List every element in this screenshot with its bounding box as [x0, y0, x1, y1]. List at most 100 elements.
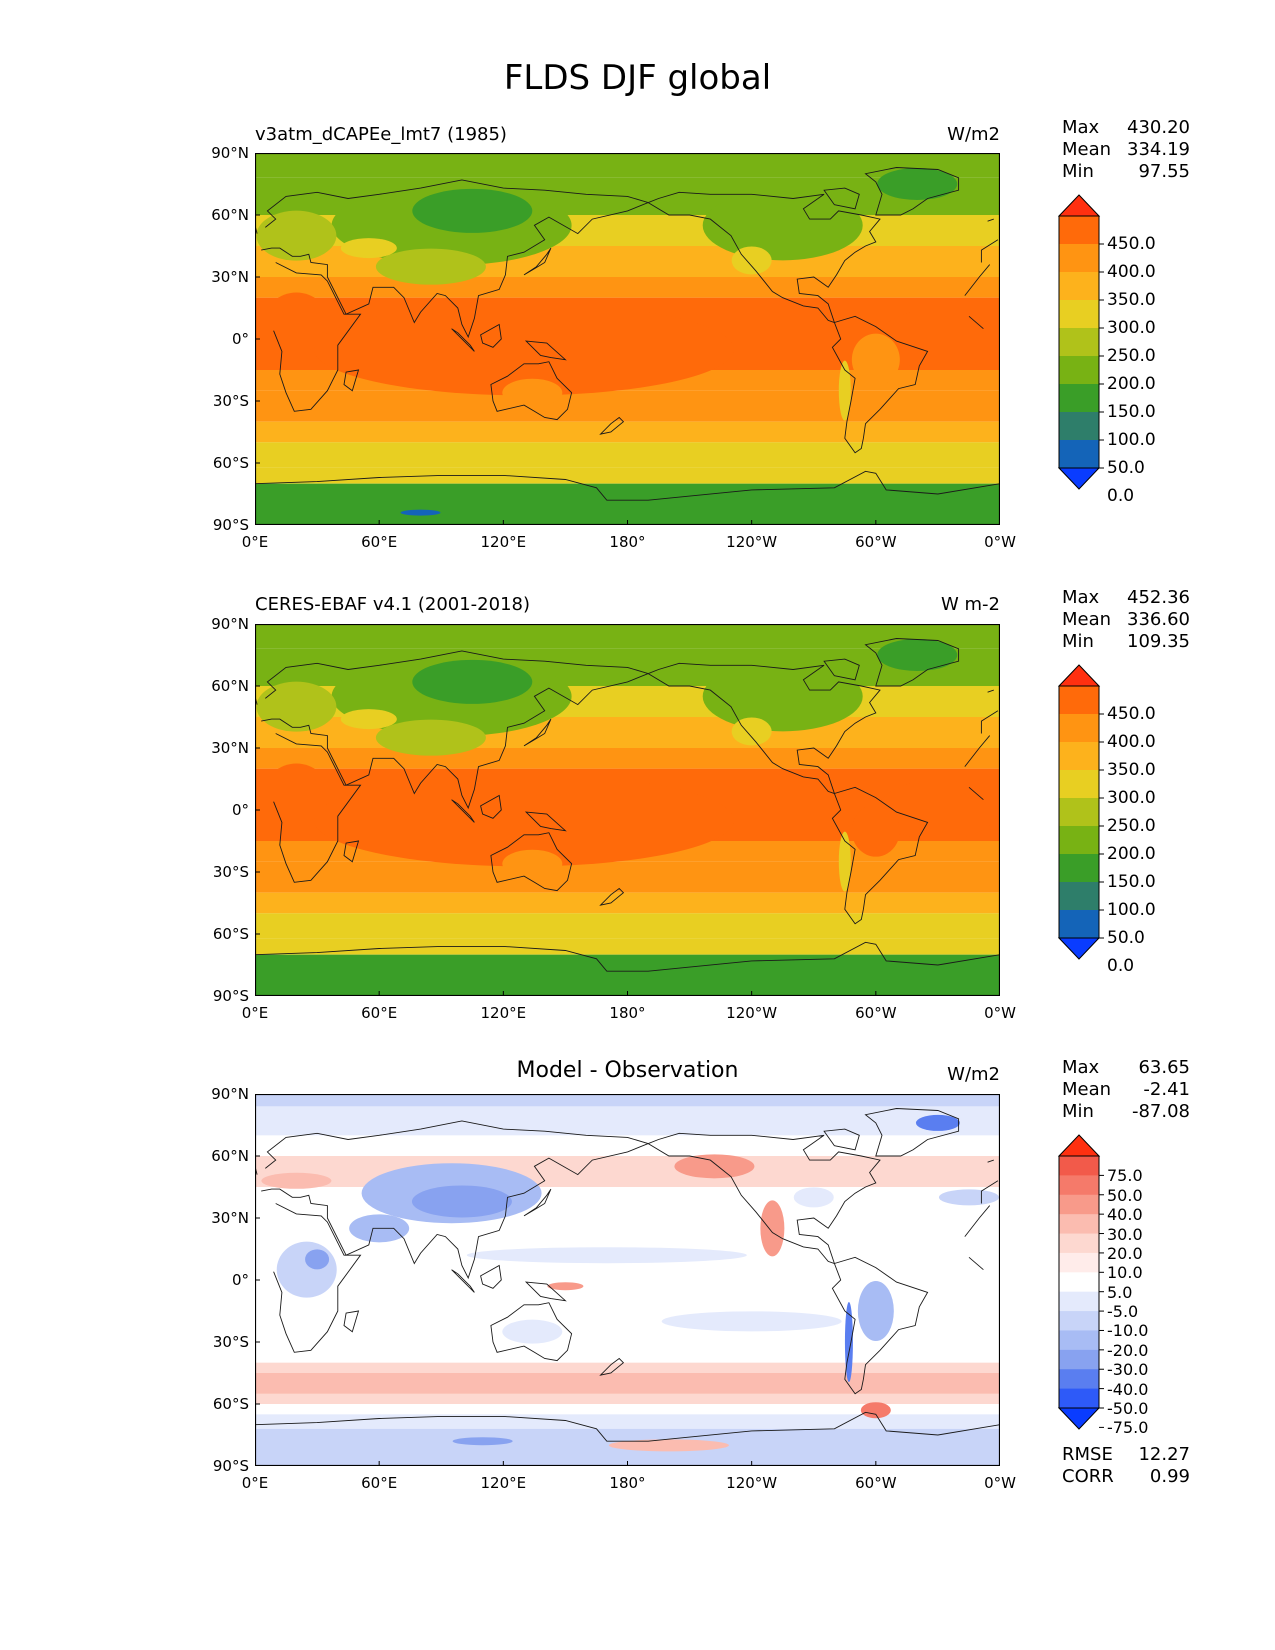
figure-title: FLDS DJF global [503, 58, 772, 98]
coastline-africa [968, 1256, 984, 1271]
colorbar-segment [1059, 854, 1099, 883]
lat-tick-label: 60°S [212, 454, 249, 472]
lon-tick-label: 60°W [855, 1474, 897, 1492]
lat-tick-label: 30°N [211, 739, 249, 757]
colorbar-segment [1059, 826, 1099, 855]
colorbar-label: 75.0 [1107, 1166, 1143, 1186]
lat-tick-label: 90°N [211, 615, 249, 633]
coastline-indonesia1 [451, 328, 475, 352]
colorbar-label: 250.0 [1107, 346, 1156, 366]
panel-3-min: Min -87.08 [1062, 1101, 1190, 1122]
colorbar-label: -30.0 [1107, 1360, 1149, 1380]
colorbar-label: -40.0 [1107, 1379, 1149, 1399]
coastline-nz [599, 416, 625, 435]
colorbar-label: -50.0 [1107, 1399, 1149, 1418]
coastline-eurasia [261, 179, 650, 339]
colorbar-segment [1059, 244, 1099, 273]
coastline-africa [968, 786, 984, 801]
panel-2-mean: Mean 336.60 [1062, 609, 1190, 630]
coastline-antarctica [255, 470, 1000, 525]
lon-tick-label: 120°E [480, 533, 527, 551]
lat-tick-label: 60°N [211, 677, 249, 695]
coastline-greenland [864, 1108, 960, 1157]
coastline-newguinea [524, 811, 567, 832]
coastline-nz [599, 887, 625, 906]
coastline-southAmerica [831, 786, 929, 925]
lon-tick-label: 120°E [480, 1004, 527, 1022]
colorbar-panel-3 [1058, 1134, 1104, 1430]
colorbar-label: 100.0 [1107, 900, 1156, 920]
colorbar-segment [1059, 384, 1099, 413]
colorbar-segment [1059, 798, 1099, 827]
coastline-greenland [864, 638, 960, 687]
lat-tick-label: 30°N [211, 268, 249, 286]
lon-tick-label: 0°W [984, 1474, 1016, 1492]
colorbar-label: 20.0 [1107, 1243, 1143, 1263]
map-panel-2 [255, 624, 1000, 996]
lat-tick-label: 0° [231, 1271, 249, 1289]
colorbar-segment [1059, 1214, 1099, 1235]
colorbar-segment [1059, 1194, 1099, 1215]
map-panel-1 [255, 153, 1000, 525]
colorbar-segment [1059, 714, 1099, 743]
panel-3-title: Model - Observation [516, 1058, 739, 1083]
coastline-indonesia1 [451, 1269, 475, 1293]
lat-tick-label: 0° [231, 801, 249, 819]
coastline-uk [987, 689, 994, 693]
coastline-africa [273, 733, 362, 883]
lon-tick-label: 180° [609, 1004, 646, 1022]
colorbar-cap-top [1058, 664, 1101, 687]
colorbar-label: 200.0 [1107, 374, 1156, 394]
colorbar-cap-bottom [1058, 467, 1101, 490]
coastline-northAmerica [647, 191, 881, 324]
coastline-antarctica [255, 941, 1000, 996]
colorbar-label: 10.0 [1107, 1263, 1143, 1283]
colorbar-label: 5.0 [1107, 1282, 1133, 1302]
panel-2-title: CERES-EBAF v4.1 (2001-2018) [255, 594, 531, 615]
colorbar-segment [1059, 216, 1099, 245]
colorbar-frame [1058, 1155, 1100, 1409]
lat-tick-label: 0° [231, 330, 249, 348]
coastline-japan [523, 1188, 552, 1217]
colorbar-panel-1 [1058, 194, 1104, 490]
colorbar-segment [1059, 686, 1099, 715]
lon-tick-label: 120°W [726, 1004, 778, 1022]
colorbar-cap-bottom [1058, 937, 1101, 960]
lon-tick-label: 60°E [361, 1004, 398, 1022]
coastline-baffin [823, 1128, 860, 1151]
colorbar-cap-top [1058, 194, 1101, 217]
colorbar-label: 40.0 [1107, 1205, 1143, 1225]
colorbar-label: 450.0 [1107, 234, 1156, 254]
panel-2-units: W m-2 [940, 594, 1000, 615]
colorbar-label: 450.0 [1107, 704, 1156, 724]
coastline-indonesia1 [451, 799, 475, 823]
coastline-africa [964, 1205, 991, 1237]
colorbar-segment [1059, 1291, 1099, 1312]
colorbar-segment [1059, 910, 1099, 939]
lon-tick-label: 120°W [726, 1474, 778, 1492]
panel-3-rmse: RMSE 12.27 [1062, 1444, 1190, 1465]
panel-1-title: v3atm_dCAPEe_lmt7 (1985) [255, 124, 507, 145]
colorbar-label: -10.0 [1107, 1321, 1149, 1341]
panel-3-mean: Mean -2.41 [1062, 1079, 1190, 1100]
coastline-eurasia [261, 650, 650, 810]
colorbar-label: 300.0 [1107, 788, 1156, 808]
coastline-madagascar [343, 1310, 360, 1333]
colorbar-label: 350.0 [1107, 290, 1156, 310]
panel-1-units: W/m2 [947, 124, 1000, 145]
coastline-southAmerica [831, 1256, 929, 1395]
lat-tick-label: 60°S [212, 1395, 249, 1413]
colorbar-label: 50.0 [1107, 928, 1145, 948]
coastline-antarctica [255, 1411, 1000, 1466]
colorbar-label: 250.0 [1107, 816, 1156, 836]
panel-1-max: Max 430.20 [1062, 117, 1190, 138]
coastline-africa [273, 262, 362, 412]
coastline-northAmerica [647, 662, 881, 795]
colorbar-segment [1059, 1388, 1099, 1409]
coastline-australia [490, 832, 573, 892]
lon-tick-label: 120°E [480, 1474, 527, 1492]
lon-tick-label: 60°E [361, 1474, 398, 1492]
coastline-africa [964, 264, 991, 296]
coastline-northAmerica [647, 1132, 881, 1265]
colorbar-label: 50.0 [1107, 1185, 1143, 1205]
